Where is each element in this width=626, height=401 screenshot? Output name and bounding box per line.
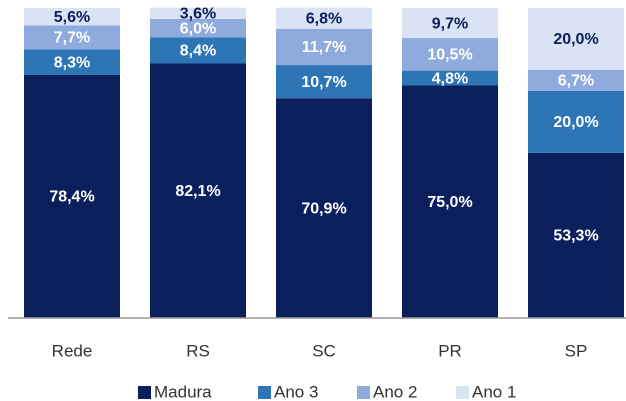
- bar-segment: [402, 70, 498, 86]
- data-label: 8,3%: [54, 54, 90, 71]
- data-label: 70,9%: [301, 200, 346, 217]
- bar-segment: [276, 28, 372, 66]
- x-tick-label: Rede: [52, 341, 93, 360]
- data-label: 9,7%: [432, 15, 468, 32]
- bar-segment: [402, 38, 498, 71]
- data-label: 3,6%: [180, 5, 216, 22]
- bar-segment: [276, 98, 372, 319]
- data-label: 20,0%: [553, 114, 598, 131]
- data-label: 4,8%: [432, 70, 468, 87]
- data-label: 53,3%: [553, 228, 598, 245]
- bar-segment: [24, 8, 120, 26]
- data-label: 6,8%: [306, 10, 342, 27]
- bar-segment: [402, 85, 498, 318]
- bar-segment: [150, 63, 246, 318]
- legend-label: Ano 2: [373, 382, 417, 401]
- bar-segment: [528, 8, 624, 70]
- x-tick-label: SP: [565, 341, 588, 360]
- data-label: 75,0%: [427, 194, 472, 211]
- data-label: 6,0%: [180, 20, 216, 37]
- bar-segment: [24, 25, 120, 50]
- bar-segment: [24, 49, 120, 75]
- legend-swatch: [456, 386, 469, 399]
- legend-label: Ano 1: [472, 382, 516, 401]
- data-label: 6,7%: [558, 73, 594, 90]
- x-tick-label: PR: [438, 341, 462, 360]
- x-tick-label: RS: [186, 341, 210, 360]
- bar-segment: [150, 18, 246, 38]
- bar-segment: [24, 74, 120, 319]
- data-label: 82,1%: [175, 183, 220, 200]
- bar-segment: [528, 90, 624, 153]
- legend-label: Madura: [154, 382, 212, 401]
- legend-label: Ano 3: [274, 382, 318, 401]
- x-tick-label: SC: [312, 341, 336, 360]
- data-label: 20,0%: [553, 31, 598, 48]
- legend-swatch: [357, 386, 370, 399]
- data-label: 7,7%: [54, 30, 90, 47]
- data-label: 11,7%: [302, 39, 346, 56]
- legend-swatch: [258, 386, 271, 399]
- data-label: 10,5%: [427, 47, 472, 64]
- bar-segment: [528, 70, 624, 91]
- bar-segment: [276, 65, 372, 99]
- data-label: 78,4%: [49, 189, 94, 206]
- bar-segment: [528, 152, 624, 318]
- data-label: 8,4%: [180, 43, 216, 60]
- bar-segment: [402, 8, 498, 39]
- bar-segment: [150, 37, 246, 64]
- legend-swatch: [138, 386, 151, 399]
- data-label: 5,6%: [54, 9, 90, 26]
- data-label: 10,7%: [301, 74, 346, 91]
- bar-segment: [276, 7, 372, 29]
- bar-segment: [150, 7, 246, 19]
